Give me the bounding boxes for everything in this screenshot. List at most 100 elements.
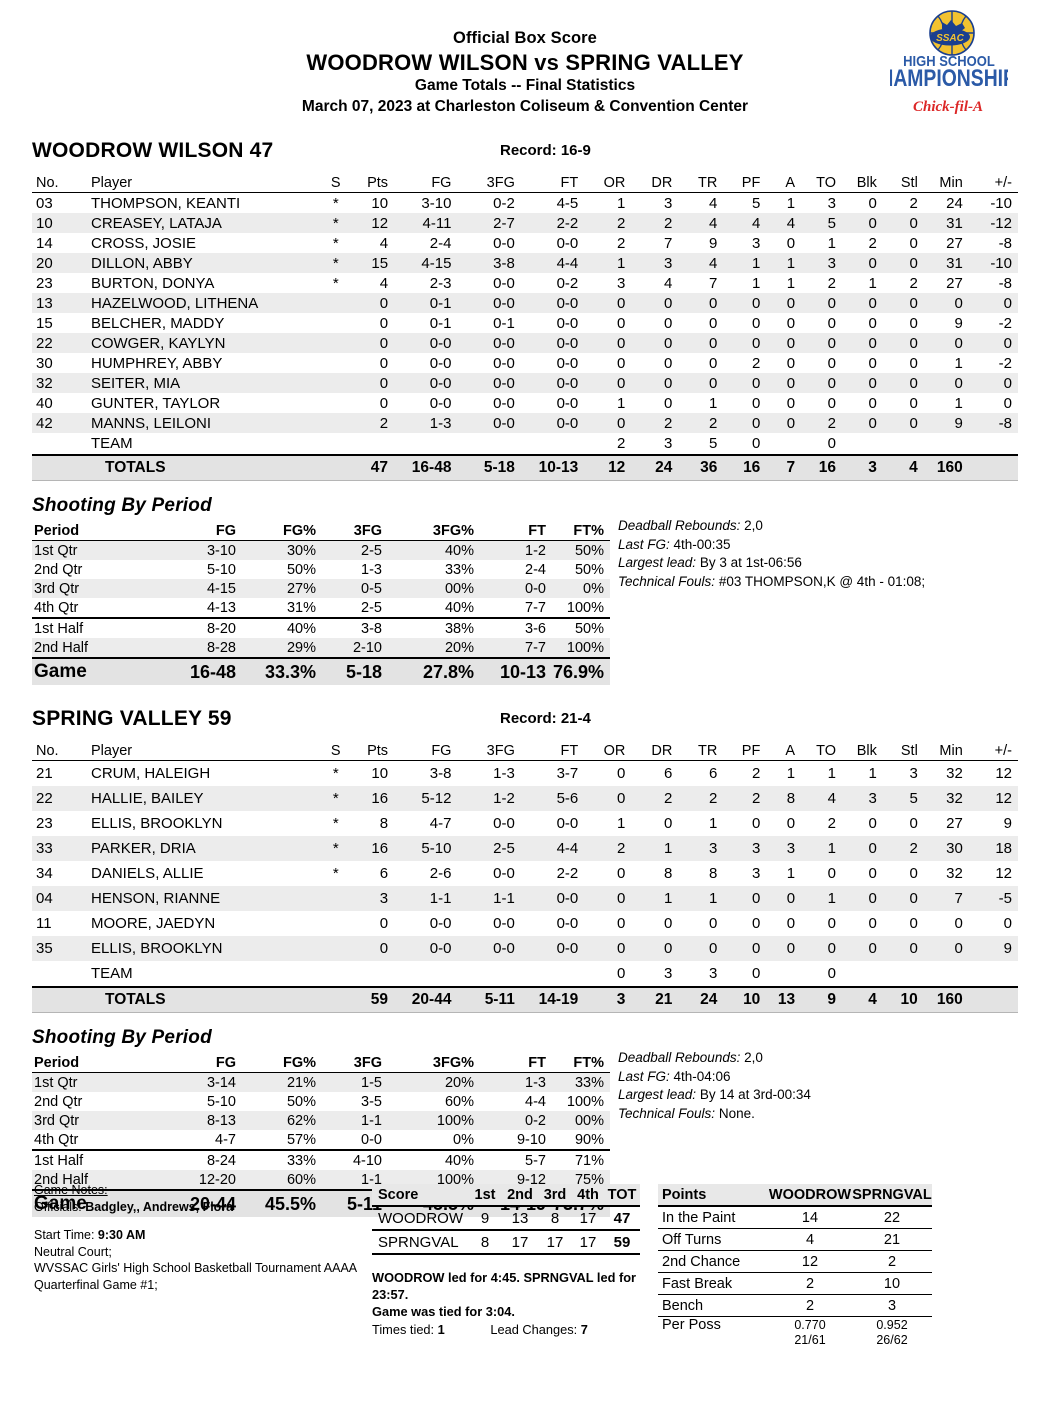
svg-text:CHAMPIONSHIPS: CHAMPIONSHIPS bbox=[890, 64, 1008, 91]
table-row: 22 COWGER, KAYLYN 0 0-0 0-0 0-0 0 0 0 0 0 0 0 0 0 0 bbox=[32, 333, 1018, 353]
largest-lead-value: By 14 at 3rd-00:34 bbox=[696, 1087, 811, 1102]
cell-pf: 0 bbox=[723, 886, 767, 911]
shooting-cell-ftp: 100% bbox=[566, 1093, 604, 1110]
cell-min: 31 bbox=[923, 253, 969, 273]
score-col-tot: TOT bbox=[604, 1184, 640, 1207]
cell-ft: 3-7 bbox=[556, 765, 579, 782]
deadball-value: 2,0 bbox=[740, 1050, 763, 1065]
cell-min: 0 bbox=[923, 333, 969, 353]
cell-a: 0 bbox=[766, 886, 802, 911]
score-q3: 17 bbox=[538, 1230, 572, 1255]
shooting-cell-fg: 8-24 bbox=[144, 1149, 242, 1170]
cell-stl: 0 bbox=[909, 314, 918, 332]
cell-total-pm bbox=[968, 454, 1018, 481]
cell-fg3: 0-0 bbox=[493, 865, 515, 882]
score-total: 47 bbox=[604, 1206, 640, 1231]
cell-no: 33 bbox=[32, 836, 77, 861]
cell-pm: -12 bbox=[968, 213, 1018, 233]
shooting-cell-fgp: 29% bbox=[242, 638, 322, 658]
cell-ft: 0-0 bbox=[556, 354, 579, 372]
cell-s bbox=[318, 353, 353, 373]
cell-dr: 0 bbox=[664, 815, 673, 832]
shooting-cell-ft: 0-0 bbox=[480, 579, 552, 598]
cell-a: 0 bbox=[786, 815, 796, 832]
cell-to: 2 bbox=[827, 815, 836, 832]
cell-total-ft: 10-13 bbox=[520, 454, 585, 481]
col-header-: +/- bbox=[968, 737, 1018, 761]
cell-pm: -8 bbox=[998, 234, 1012, 252]
stats-header-row: No. Player S Pts FG 3FG FT OR DR TR PF A TO Blk Stl Min… bbox=[32, 737, 1018, 761]
shooting-cell-fg: 8-28 bbox=[144, 638, 242, 658]
svg-text:HIGH SCHOOL: HIGH SCHOOL bbox=[903, 52, 995, 69]
cell-player: HUMPHREY, ABBY bbox=[91, 354, 223, 372]
cell-fg: 0-1 bbox=[394, 293, 458, 313]
cell-min: 0 bbox=[954, 915, 963, 932]
col-header-blk: Blk bbox=[841, 737, 883, 761]
shooting-cell-fg3p: 33% bbox=[444, 561, 474, 578]
shooting-by-period-block: Shooting By Period Period FG FG% 3FG 3FG% FT FT… bbox=[32, 495, 1018, 685]
score-col-3rd: 3rd bbox=[538, 1184, 572, 1207]
totals-row: TOTALS 47 16-48 5-18 10-13 12 24 36 16 7 16 3 4 160 bbox=[32, 454, 1018, 481]
cell-fg3: 1-1 bbox=[457, 886, 521, 911]
col-header-ft: FT bbox=[520, 737, 585, 761]
team-title-row: SPRING VALLEY 59 Record: 21-4 bbox=[32, 707, 1018, 737]
deadball-rebounds-line: Deadball Rebounds: 2,0 bbox=[618, 517, 925, 536]
score-team: WOODROW bbox=[372, 1206, 468, 1231]
shooting-cell-fg: 12-20 bbox=[144, 1170, 242, 1190]
cell-to: 0 bbox=[827, 354, 836, 372]
cell-fg3: 3-8 bbox=[457, 253, 521, 273]
cell-pf: 3 bbox=[751, 234, 761, 252]
cell-or: 2 bbox=[584, 836, 632, 861]
col-header-pts: Pts bbox=[353, 737, 395, 761]
shooting-cell-fgp: 62% bbox=[242, 1111, 322, 1130]
cell-stl: 0 bbox=[882, 213, 924, 233]
cell-pm: -2 bbox=[998, 314, 1012, 332]
score-table: Score 1st 2nd 3rd 4th TOT WOODROW 9 13 8 17 4… bbox=[372, 1184, 640, 1255]
largest-lead-line: Largest lead: By 14 at 3rd-00:34 bbox=[618, 1086, 811, 1105]
cell-stl: 0 bbox=[909, 394, 918, 412]
score-q3: 8 bbox=[538, 1206, 572, 1231]
cell-pts: 0 bbox=[353, 936, 395, 961]
cell-stl: 0 bbox=[882, 936, 924, 961]
cell-pm: -10 bbox=[990, 194, 1012, 212]
shooting-cell-fg3p: 100% bbox=[388, 1111, 480, 1130]
shooting-game-fgp: 45.5% bbox=[242, 1189, 322, 1217]
cell-fg: 0-0 bbox=[394, 373, 458, 393]
cell-to: 3 bbox=[801, 253, 842, 273]
table-row: 04 HENSON, RIANNE 3 1-1 1-1 0-0 0 1 1 0 0 1 0 0 7 -5 bbox=[32, 886, 1018, 911]
cell-fg3: 0-0 bbox=[493, 394, 515, 412]
cell-pf: 0 bbox=[723, 293, 767, 313]
cell-fg3: 0-0 bbox=[493, 354, 515, 372]
shooting-cell-fg3: 0-5 bbox=[322, 579, 388, 598]
cell-tr: 4 bbox=[678, 213, 724, 233]
score-q1: 9 bbox=[468, 1206, 502, 1231]
cell-dr: 0 bbox=[664, 354, 673, 372]
cell-fg: 0-1 bbox=[429, 314, 452, 332]
cell-tr: 0 bbox=[709, 314, 718, 332]
per-poss-row: Per Poss 0.770 0.952 bbox=[658, 1317, 932, 1333]
shooting-header-row: Period FG FG% 3FG 3FG% FT FT% bbox=[32, 519, 610, 541]
cell-fg3: 0-0 bbox=[457, 373, 521, 393]
shooting-cell-fg3: 1-1 bbox=[322, 1111, 388, 1130]
col-header-s: S bbox=[318, 737, 354, 761]
cell-no: 35 bbox=[32, 936, 77, 961]
table-row: 34 DANIELS, ALLIE * 6 2-6 0-0 2-2 0 8 8 3 1 0 0 0 32 12 bbox=[32, 861, 1018, 886]
col-header-3fg: 3FG bbox=[457, 737, 521, 761]
cell-or: 0 bbox=[616, 865, 626, 882]
team-title-row: WOODROW WILSON 47 Record: 16-9 bbox=[32, 139, 1018, 169]
cell-min: 30 bbox=[923, 836, 969, 861]
cell-stl: 0 bbox=[909, 865, 918, 882]
cell-blk: 0 bbox=[841, 413, 883, 433]
team-rebounds-row: TEAM 0 3 3 0 0 bbox=[32, 961, 1018, 987]
cell-tr: 0 bbox=[678, 333, 724, 353]
cell-a: 0 bbox=[766, 373, 802, 393]
cell-tr: 6 bbox=[709, 765, 718, 782]
cell-or: 1 bbox=[584, 253, 632, 273]
cell-to: 0 bbox=[801, 293, 842, 313]
cell-s: * bbox=[332, 815, 339, 832]
cell-stl: 0 bbox=[909, 234, 918, 252]
shooting-title: Shooting By Period bbox=[32, 1027, 212, 1048]
cell-dr: 1 bbox=[631, 886, 679, 911]
cell-stl: 3 bbox=[909, 765, 918, 782]
cell-or: 0 bbox=[584, 293, 632, 313]
